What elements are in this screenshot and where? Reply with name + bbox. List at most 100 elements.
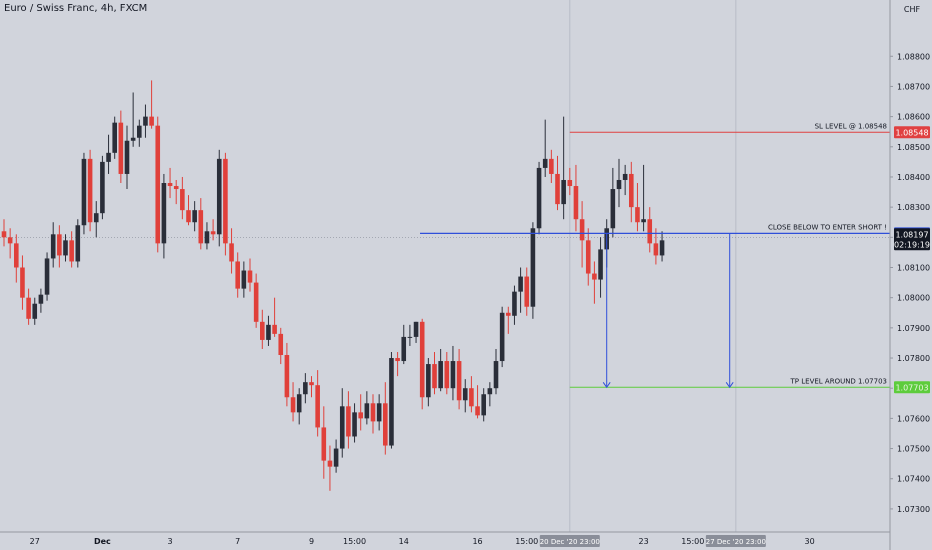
sl-price-tag-text: 1.08548 [895, 128, 928, 137]
time-marker-label: 27 Dec '20 23:00 [706, 538, 766, 546]
candle-body [155, 125, 161, 244]
x-tick-label: 15:00 [515, 537, 538, 546]
candle-body [290, 397, 296, 413]
candle-body [352, 412, 357, 437]
candle-body [481, 394, 486, 416]
candle-body [167, 183, 173, 187]
candle-body [629, 173, 634, 208]
x-tick-label: 15:00 [343, 537, 366, 546]
candle-body [247, 270, 253, 283]
last-price-tag-box [894, 228, 930, 251]
candle-body [518, 276, 523, 292]
candle-body [106, 152, 111, 162]
candle-body [118, 122, 124, 174]
candle-body [647, 219, 653, 244]
candle-body [315, 385, 320, 428]
candle-body [284, 355, 290, 398]
sl-price-tag-box [894, 126, 930, 139]
candle-body [278, 333, 284, 356]
candle-body [192, 210, 197, 223]
candle-body [659, 240, 665, 256]
candle-body [339, 406, 345, 449]
candle-body [180, 189, 185, 211]
candle-body [38, 294, 44, 304]
candle-body [81, 158, 87, 226]
x-tick-label: 7 [235, 537, 240, 546]
candle-body [567, 179, 573, 187]
candle-body [241, 270, 247, 289]
chart-title: Euro / Swiss Franc, 4h, FXCM [4, 3, 148, 14]
candle-body [370, 403, 376, 422]
candle-body [561, 179, 566, 205]
x-tick-label: 3 [168, 537, 173, 546]
candle-body [321, 427, 327, 461]
y-tick-label: 1.08700 [897, 82, 930, 91]
time-marker-box [705, 535, 766, 547]
sl-level-label: SL LEVEL @ 1.08548 [815, 122, 887, 130]
y-tick-label: 1.08600 [897, 113, 930, 122]
candle-body [487, 388, 493, 395]
candle-body [186, 210, 191, 223]
y-tick-label: 1.08000 [897, 294, 930, 303]
candle-body [524, 276, 530, 307]
target-arrow-head [725, 382, 734, 389]
candle-body [389, 358, 394, 446]
candle-body [346, 406, 351, 437]
candle-body [622, 173, 628, 180]
candle-body [438, 361, 443, 389]
candle-body [198, 210, 204, 244]
x-tick-label: 27 [30, 537, 40, 546]
candle-body [130, 137, 136, 141]
candle-body [512, 291, 517, 316]
candle-body [87, 158, 93, 223]
candle-body [137, 125, 142, 138]
last-price-tag-text: 1.08197 [895, 230, 928, 239]
candle-body [210, 231, 216, 235]
candle-body [266, 324, 271, 340]
candle-body [542, 158, 548, 168]
candle-body [100, 161, 105, 214]
candle-body [260, 321, 265, 340]
tp-price-tag-text: 1.07703 [895, 383, 928, 392]
candle-body [610, 189, 616, 229]
candle-body [20, 267, 25, 298]
x-tick-label: 23 [639, 537, 649, 546]
candle-body [573, 186, 579, 220]
y-tick-label: 1.07300 [897, 505, 930, 514]
candle-body [469, 388, 474, 407]
candle-body [493, 361, 499, 389]
candle-body [75, 225, 81, 262]
x-tick-label: 15:00 [681, 537, 704, 546]
candle-body [426, 364, 431, 398]
candle-body [506, 312, 511, 316]
candle-body [93, 213, 99, 223]
y-tick-label: 1.08500 [897, 143, 930, 152]
candle-body [149, 116, 154, 126]
candle-body [598, 249, 603, 280]
currency-label: CHF [904, 5, 921, 14]
candle-body [333, 448, 339, 467]
x-tick-label: 30 [805, 537, 815, 546]
candle-body [161, 183, 167, 244]
candle-body [635, 207, 640, 223]
candle-body [401, 336, 407, 362]
y-tick-label: 1.07500 [897, 445, 930, 454]
candle-body [555, 173, 560, 205]
candle-body [57, 234, 62, 256]
candle-body [395, 358, 400, 362]
candle-body [364, 403, 370, 419]
tp-level-label: TP LEVEL AROUND 1.07703 [790, 377, 887, 385]
candle-body [44, 258, 50, 295]
candle-body [358, 412, 363, 419]
candle-body [432, 364, 437, 389]
candle-body [592, 273, 597, 280]
candle-body [63, 240, 68, 256]
y-tick-label: 1.07400 [897, 475, 930, 484]
candle-body [653, 243, 659, 256]
candle-body [641, 219, 646, 223]
candle-body [296, 394, 302, 413]
x-tick-label: 9 [309, 537, 314, 546]
candle-body [7, 237, 13, 244]
